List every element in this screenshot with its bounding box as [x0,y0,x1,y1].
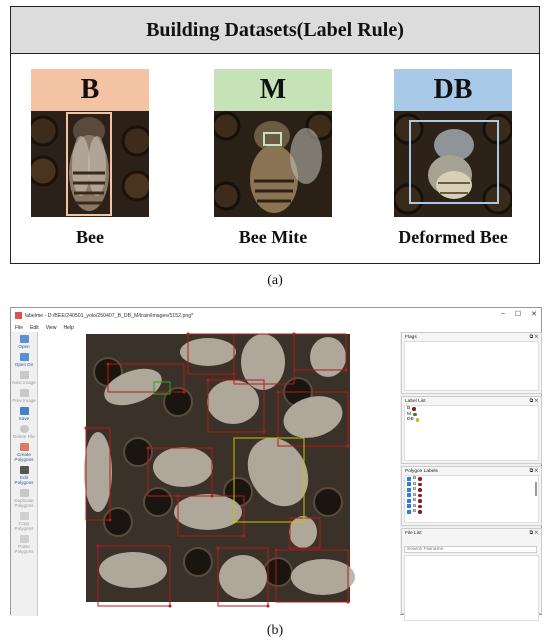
tool-next-image[interactable]: Next Image [11,371,37,385]
annotation-canvas[interactable] [38,332,400,616]
checkbox-icon[interactable] [407,476,411,481]
duplicate-icon [19,489,29,497]
color-dot-icon [418,499,422,503]
color-dot-icon [413,412,417,416]
tool-edit-polygons[interactable]: Edit Polygons [11,466,37,485]
tool-copy-polygons[interactable]: Copy Polygons [11,512,37,531]
checkbox-icon[interactable] [407,493,411,498]
minimize-button[interactable]: – [500,310,505,317]
flags-dock: Flags ⧉ ✕ [401,332,542,394]
dock-close-icon[interactable]: ⧉ ✕ [529,399,538,404]
menu-edit[interactable]: Edit [30,324,39,331]
badge-db: DB [394,69,512,111]
dock-close-icon[interactable]: ⧉ ✕ [529,531,538,536]
delete-icon [19,425,29,433]
card-bee: B Bee [31,69,149,247]
left-toolbar: Open Open Dir Next Image Prev Image Save… [11,332,38,616]
figure-label-b: (b) [266,623,284,638]
panel-title: Building Datasets(Label Rule) [11,7,539,54]
list-item[interactable]: B [405,476,538,482]
color-dot-icon [418,510,422,514]
figure-label-a: (a) [267,273,283,288]
label-list[interactable]: B M DB [404,405,539,461]
tool-paste-polygons[interactable]: Paste Polygons [11,535,37,554]
polygon-icon [19,443,29,451]
badge-m: M [214,69,332,111]
caption-deformed-bee: Deformed Bee [398,227,508,247]
deformed-bee-photo [394,111,512,217]
window-title-bar: labelme - D:/BEE/240501_yolo/250407_B_DB… [11,308,541,323]
card-deformed-bee: DB Deformed Bee [394,69,512,247]
checkbox-icon[interactable] [407,509,411,514]
tool-open[interactable]: Open [11,335,37,349]
color-dot-icon [415,418,420,422]
tool-delete-file[interactable]: Delete File [11,425,37,439]
save-icon [19,407,29,415]
color-dot-icon [412,407,416,411]
card-bee-mite: M Bee Mite [214,69,332,247]
checkbox-icon[interactable] [407,504,411,509]
scrollbar[interactable] [535,482,537,496]
bee-photo [31,111,149,217]
color-dot-icon [418,504,422,508]
polygon-labels-dock: Polygon Labels ⧉ ✕ B B B B B B B [401,466,542,526]
label-list-title: Label List [405,398,426,404]
checkbox-icon[interactable] [407,498,411,503]
labelme-window: labelme - D:/BEE/240501_yolo/250407_B_DB… [10,307,542,621]
flags-title: Flags [405,334,417,340]
polygon-labels-title: Polygon Labels [405,468,438,474]
caption-bee-mite: Bee Mite [238,227,308,247]
color-dot-icon [418,488,422,492]
checkbox-icon[interactable] [407,487,411,492]
paste-icon [19,535,29,543]
menu-help[interactable]: Help [63,324,74,331]
list-item[interactable]: B [405,504,538,510]
folder-icon [19,353,29,361]
color-dot-icon [418,493,422,497]
list-item[interactable]: B [405,493,538,499]
arrow-left-icon [19,389,29,397]
annotated-image[interactable] [38,332,400,616]
tool-duplicate-polygons[interactable]: Duplicate Polygons [11,489,37,508]
copy-icon [19,512,29,520]
list-item[interactable]: B [405,482,538,488]
list-item[interactable]: B [405,487,538,493]
dock-close-icon[interactable]: ⧉ ✕ [529,335,538,340]
labelme-logo-icon [15,312,22,319]
list-item[interactable]: M [405,412,538,418]
dock-close-icon[interactable]: ⧉ ✕ [529,469,538,474]
color-dot-icon [418,477,422,481]
menu-view[interactable]: View [45,324,57,331]
list-item[interactable]: B [405,406,538,412]
badge-b: B [31,69,149,111]
tool-prev-image[interactable]: Prev Image [11,389,37,403]
label-rule-panel: Building Datasets(Label Rule) B Bee M [10,6,540,264]
window-title: labelme - D:/BEE/240501_yolo/250407_B_DB… [25,312,194,319]
bee-mite-photo [214,111,332,217]
close-button[interactable]: ✕ [531,311,537,318]
list-item[interactable]: B [405,498,538,504]
file-list[interactable] [404,555,539,621]
maximize-button[interactable]: ☐ [514,311,522,318]
list-item[interactable]: B [405,509,538,515]
tool-open-dir[interactable]: Open Dir [11,353,37,367]
search-filename-input[interactable] [404,546,537,553]
menu-file[interactable]: File [15,324,24,331]
checkbox-icon[interactable] [407,482,411,487]
tool-save[interactable]: Save [11,407,37,421]
arrow-right-icon [19,371,29,379]
file-list-title: File List [405,530,422,536]
flags-list[interactable] [404,341,539,391]
file-list-dock: File List ⧉ ✕ [401,528,542,621]
label-list-dock: Label List ⧉ ✕ B M DB [401,396,542,464]
caption-bee: Bee [76,227,104,247]
tool-create-polygons[interactable]: Create Polygons [11,443,37,462]
edit-icon [19,466,29,474]
list-item[interactable]: DB [405,417,538,423]
polygon-labels-list[interactable]: B B B B B B B [404,475,539,523]
folder-open-icon [19,335,29,343]
color-dot-icon [418,482,422,486]
